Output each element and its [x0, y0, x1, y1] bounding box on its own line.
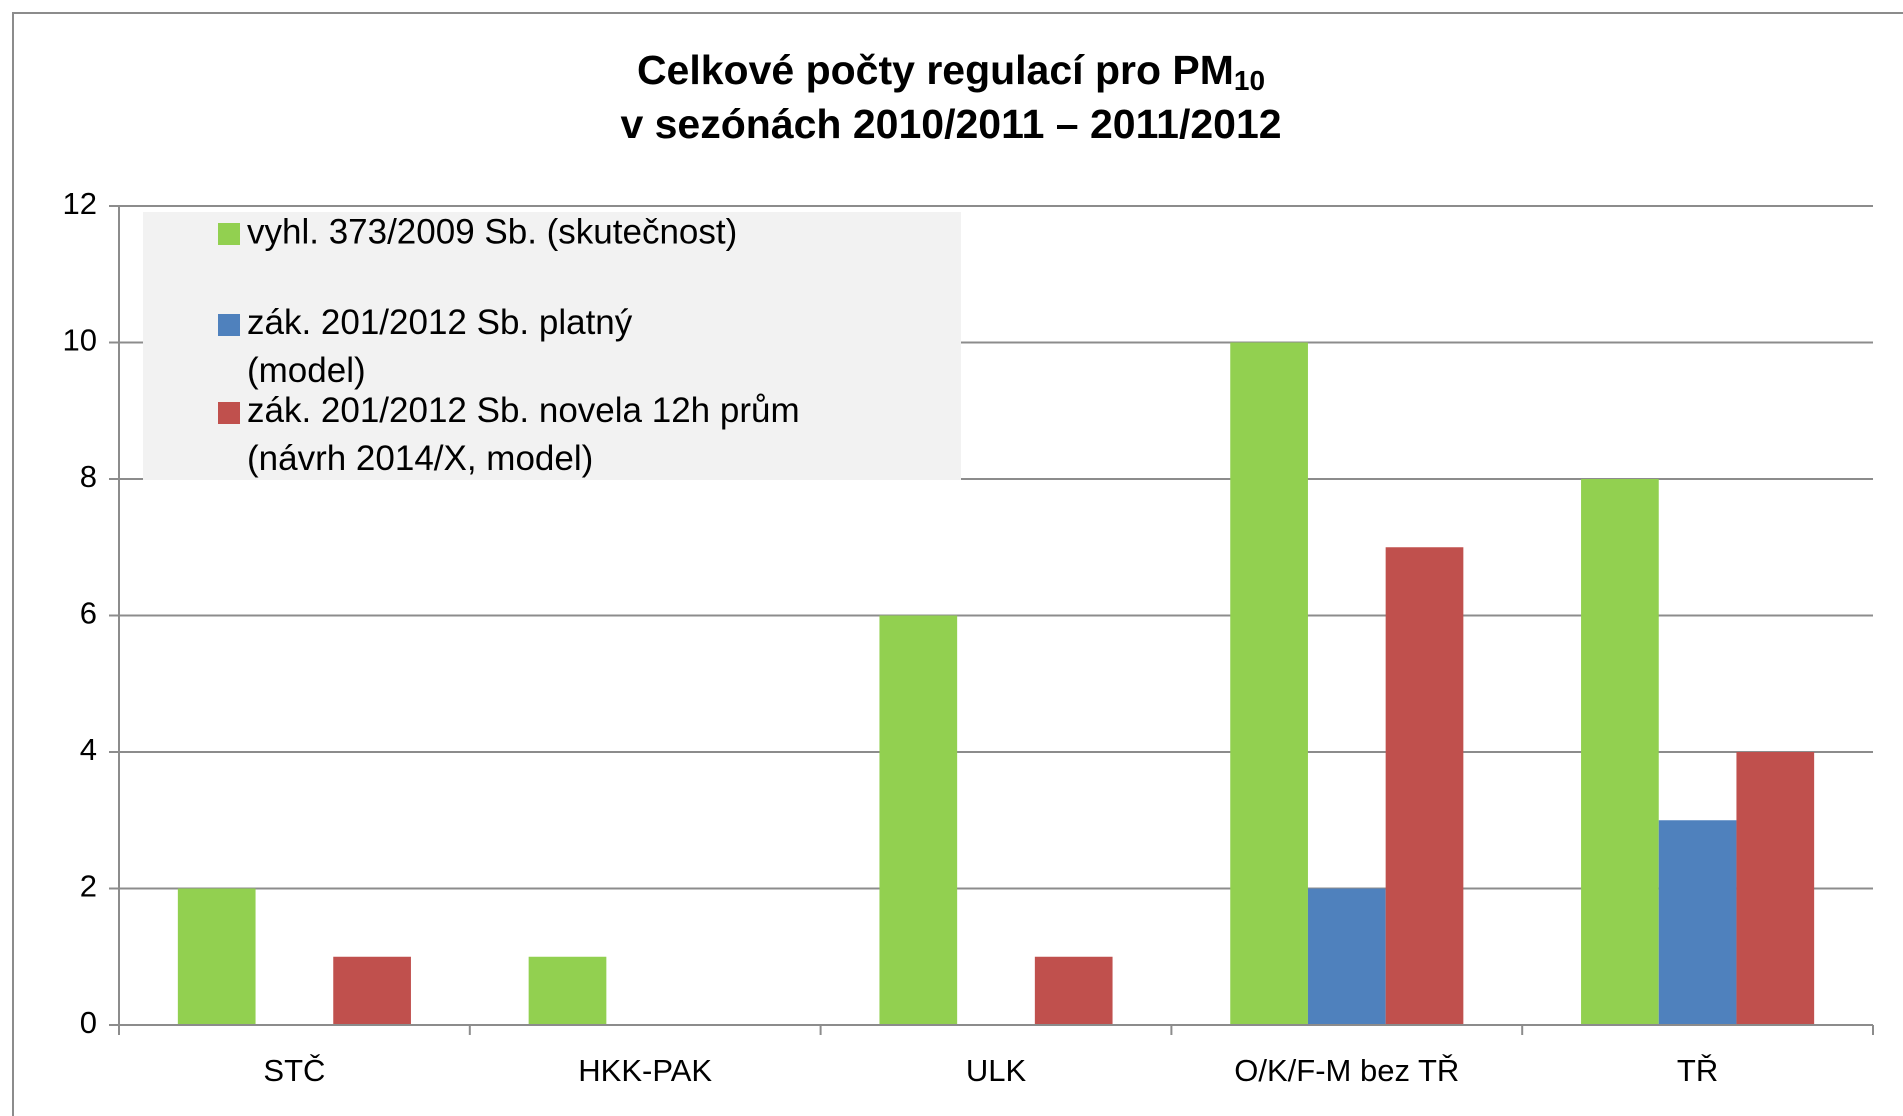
- legend-swatch: [218, 314, 240, 336]
- y-tick-label: 0: [80, 1005, 97, 1040]
- title-main: Celkové počty regulací pro PM: [637, 47, 1234, 93]
- legend-label: zák. 201/2012 Sb. novela 12h prům (návrh…: [247, 391, 809, 478]
- bar: [1230, 342, 1308, 1025]
- legend-label-line: (návrh 2014/X, model): [247, 439, 593, 478]
- bar: [1034, 956, 1113, 1025]
- legend-label-line: zák. 201/2012 Sb. novela 12h prům: [247, 391, 809, 430]
- legend-label: vyhl. 373/2009 Sb. (skutečnost): [247, 212, 737, 251]
- y-tick-label: 6: [80, 596, 97, 631]
- bar: [1385, 547, 1464, 1025]
- x-tick-label: TŘ: [1677, 1053, 1718, 1088]
- bar: [1581, 479, 1659, 1025]
- chart-subtitle: v sezónách 2010/2011 – 2011/2012: [620, 101, 1281, 147]
- chart-title: Celkové počty regulací pro PM10: [637, 47, 1265, 97]
- title-subscript: 10: [1234, 65, 1265, 96]
- x-tick-label: HKK-PAK: [578, 1053, 712, 1088]
- legend-label-line: zák. 201/2012 Sb. platný: [247, 303, 642, 342]
- bar: [333, 956, 411, 1025]
- bar: [1307, 888, 1386, 1025]
- bar: [1658, 820, 1737, 1025]
- y-tick-label: 2: [80, 869, 97, 904]
- legend-swatch: [218, 223, 240, 245]
- bar: [1736, 752, 1815, 1025]
- legend-box: [143, 212, 961, 480]
- legend-label-line: (model): [247, 351, 366, 390]
- bar: [528, 956, 607, 1025]
- y-tick-label: 8: [80, 459, 97, 494]
- x-tick-label: O/K/F-M bez TŘ: [1234, 1053, 1459, 1088]
- y-tick-label: 4: [80, 732, 97, 767]
- chart-frame: [12, 12, 1903, 1116]
- bar: [177, 888, 256, 1025]
- legend-label: zák. 201/2012 Sb. platný (model): [247, 303, 642, 390]
- x-tick-label: STČ: [263, 1053, 325, 1088]
- y-tick-label: 10: [63, 323, 97, 358]
- y-tick-label: 12: [63, 186, 97, 221]
- bar: [879, 615, 958, 1025]
- x-tick-label: ULK: [966, 1053, 1027, 1088]
- legend-swatch: [218, 402, 240, 424]
